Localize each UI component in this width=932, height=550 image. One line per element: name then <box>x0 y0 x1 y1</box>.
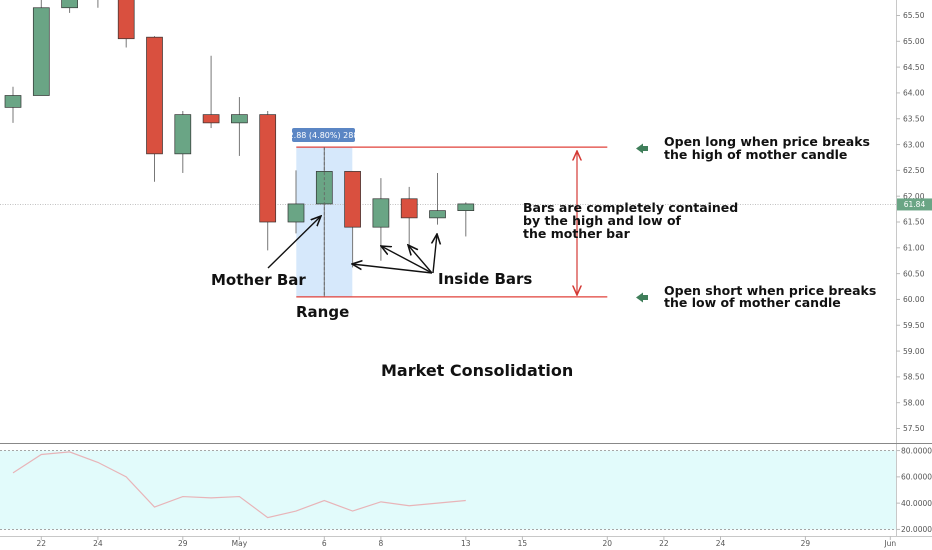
price-tick-label: 65.50 <box>903 11 925 20</box>
time-tick-label: 29 <box>178 539 188 548</box>
candle-body <box>344 171 361 228</box>
price-tick-label: 61.00 <box>903 244 925 253</box>
price-tick-label: 61.50 <box>903 218 925 227</box>
candle-1 <box>4 86 22 123</box>
candle-4 <box>97 0 99 8</box>
candle-9 <box>231 97 248 156</box>
short-note-line-2: the low of mother candle <box>664 295 841 310</box>
time-tick-label: 13 <box>461 539 471 548</box>
price-tick-label: 58.50 <box>903 373 925 382</box>
candle-10 <box>259 111 277 251</box>
time-tick-label: 22 <box>659 539 669 548</box>
indicator-tick-label: 60.0000 <box>901 473 932 482</box>
time-tick-label: May <box>232 539 248 548</box>
price-tick-label: 64.00 <box>903 89 925 98</box>
price-tick-label: 57.50 <box>903 424 925 433</box>
time-tick-label: 24 <box>93 539 103 548</box>
price-tick-label: 60.50 <box>903 269 925 278</box>
candle-body <box>32 7 50 96</box>
inside-bar-arrow-1 <box>352 264 433 274</box>
price-tick-label: 60.00 <box>903 295 925 304</box>
candle-body <box>231 114 248 124</box>
indicator-tick-label: 40.0000 <box>901 499 932 508</box>
candle-body <box>117 0 135 40</box>
time-tick-label: 22 <box>37 539 47 548</box>
short-note-line-1: Open short when price breaks <box>664 283 876 298</box>
candle-body <box>4 95 22 108</box>
candle-13 <box>344 171 361 268</box>
indicator-tick-label: 80.0000 <box>901 446 932 455</box>
price-tick-label: 62.50 <box>903 166 925 175</box>
annotation-arrows <box>267 216 437 274</box>
candle-body <box>61 0 78 9</box>
candle-body <box>202 114 220 124</box>
time-axis: 22 24 29 May 6 8 13 15 20 22 24 29 Jun <box>37 536 896 548</box>
price-tick-label: 59.50 <box>903 321 925 330</box>
candle-body <box>372 198 390 228</box>
candle-7 <box>174 111 192 173</box>
candle-3 <box>61 0 78 13</box>
indicator-band <box>0 450 896 530</box>
time-tick-label: 20 <box>603 539 613 548</box>
candle-body <box>146 36 163 155</box>
candles <box>4 0 475 297</box>
mother-bar-arrow <box>267 216 321 269</box>
time-tick-label: 15 <box>518 539 528 548</box>
long-note-line-1: Open long when price breaks <box>664 134 870 149</box>
candle-body <box>400 198 418 219</box>
price-tick-label: 64.50 <box>903 63 925 72</box>
price-tick-label: 65.00 <box>903 37 925 46</box>
time-tick-label: Jun <box>883 539 896 548</box>
long-note-line-2: the high of mother candle <box>664 147 847 162</box>
measure-tag-text: 2.88 (4.80%) 288 <box>289 131 359 140</box>
candle-5 <box>117 0 135 48</box>
inside-bar-arrow-3 <box>408 245 433 274</box>
contained-line-3: the mother bar <box>523 226 631 241</box>
price-tick-label: 58.00 <box>903 398 925 407</box>
current-price-tag: 61.84 <box>897 198 932 211</box>
indicator-axis: 20.0000 40.0000 60.0000 80.0000 <box>896 446 932 534</box>
measure-tag: 2.88 (4.80%) 288 <box>289 128 359 142</box>
time-tick-label: 24 <box>716 539 726 548</box>
price-tick-label: 59.00 <box>903 347 925 356</box>
indicator-line <box>12 451 466 519</box>
candle-11 <box>287 170 305 234</box>
candle-15 <box>400 186 418 246</box>
mother-bar-label: Mother Bar <box>211 271 306 289</box>
inside-bars-label: Inside Bars <box>438 270 532 288</box>
price-tick-label: 63.00 <box>903 140 925 149</box>
price-axis: 57.50 58.00 58.50 59.00 59.50 60.00 60.50 61.00… <box>896 11 925 433</box>
time-tick-label: 8 <box>379 539 384 548</box>
candle-body <box>174 114 192 155</box>
candle-body <box>457 203 475 211</box>
range-label: Range <box>296 303 349 321</box>
candle-8 <box>202 55 220 129</box>
current-price-label: 61.84 <box>904 200 926 209</box>
short-pointer-icon <box>636 292 648 303</box>
candle-6 <box>146 36 163 182</box>
candle-body <box>259 114 277 223</box>
price-tick-label: 62.00 <box>903 192 925 201</box>
inside-bar-arrow-4 <box>433 234 437 274</box>
time-tick-label: 29 <box>801 539 811 548</box>
candle-17 <box>457 202 475 237</box>
candle-body <box>429 210 446 219</box>
time-tick-label: 6 <box>322 539 327 548</box>
candle-2 <box>32 0 50 96</box>
contained-line-1: Bars are completely contained <box>523 200 738 215</box>
candle-body <box>287 203 305 223</box>
consolidation-label: Market Consolidation <box>381 361 573 380</box>
indicator-pane <box>0 450 896 530</box>
contained-line-2: by the high and low of <box>523 213 682 228</box>
long-pointer-icon <box>636 143 648 154</box>
indicator-tick-label: 20.0000 <box>901 525 932 534</box>
inside-bar-arrow-2 <box>381 246 433 274</box>
candle-16 <box>429 172 446 225</box>
price-tick-label: 63.50 <box>903 114 925 123</box>
